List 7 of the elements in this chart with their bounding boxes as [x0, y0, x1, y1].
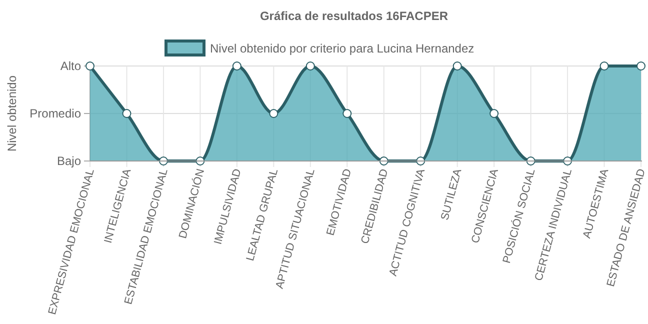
- category-label: Alto: [60, 59, 81, 73]
- legend-label: Nivel obtenido por criterio para Lucina Hernandez: [210, 42, 474, 56]
- y-axis-title: Nivel obtenido: [5, 75, 19, 152]
- category-label: Promedio: [30, 106, 81, 120]
- x-tick-label: LEALTAD GRUPAL: [244, 168, 281, 262]
- chart-title: Gráfica de resultados 16FACPER: [260, 9, 448, 23]
- category-label: Bajo: [56, 154, 81, 168]
